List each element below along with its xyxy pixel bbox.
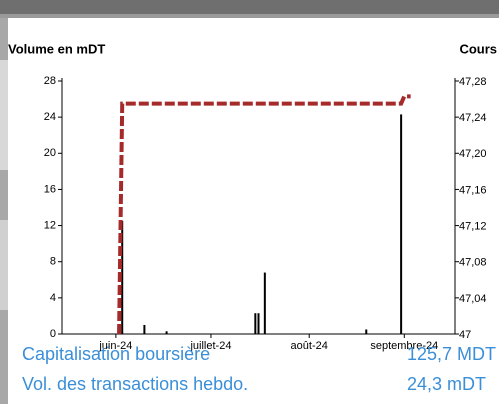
- y-tick-label: 0: [50, 328, 56, 340]
- x-tick-label: août-24: [291, 340, 328, 352]
- y2-tick-label: 47,28: [459, 76, 487, 88]
- left-panel: [0, 60, 8, 170]
- summary-label: Capitalisation boursière: [22, 344, 211, 364]
- top-border: [0, 14, 499, 18]
- bar: [121, 221, 124, 334]
- summary-row: Capitalisation boursière 125,7 MDT: [22, 344, 496, 368]
- left-panel: [0, 220, 8, 310]
- y-tick-label: 4: [50, 292, 56, 304]
- left-border: [0, 18, 8, 404]
- y2-axis-title: Cours: [459, 41, 497, 56]
- y-axis-title: Volume en mDT: [8, 41, 105, 56]
- bar: [263, 272, 266, 334]
- summary-value: 24,3 mDT: [406, 374, 486, 394]
- y-tick-label: 20: [44, 147, 56, 159]
- price-line: [117, 94, 411, 335]
- bar: [254, 313, 257, 334]
- y-tick-label: 12: [44, 219, 56, 231]
- bar: [365, 329, 368, 334]
- y2-tick-label: 47,24: [459, 112, 487, 124]
- y2-tick-label: 47,16: [459, 184, 487, 196]
- y2-tick-label: 47: [459, 329, 471, 341]
- summary-row: Vol. des transactions hebdo. 24,3 mDT: [22, 374, 496, 398]
- summary-label: Vol. des transactions hebdo.: [22, 374, 249, 394]
- x-tick-label: juillet-24: [189, 340, 231, 352]
- bar: [257, 313, 260, 334]
- y2-tick-label: 47,04: [459, 293, 487, 305]
- y2-tick-label: 47,20: [459, 148, 487, 160]
- top-bar: [0, 0, 499, 14]
- y-tick-label: 28: [44, 75, 56, 87]
- y-tick-label: 16: [44, 183, 56, 195]
- bar: [400, 114, 403, 334]
- y2-tick-label: 47,12: [459, 220, 487, 232]
- y2-tick-label: 47,08: [459, 257, 487, 269]
- summary-value: 125,7 MDT: [406, 344, 496, 364]
- x-tick-label: juin-24: [98, 340, 132, 352]
- x-tick-label: septembre-24: [370, 340, 438, 352]
- bar: [143, 324, 146, 334]
- y-tick-label: 8: [50, 256, 56, 268]
- bar: [165, 331, 168, 334]
- y-tick-label: 24: [44, 111, 56, 123]
